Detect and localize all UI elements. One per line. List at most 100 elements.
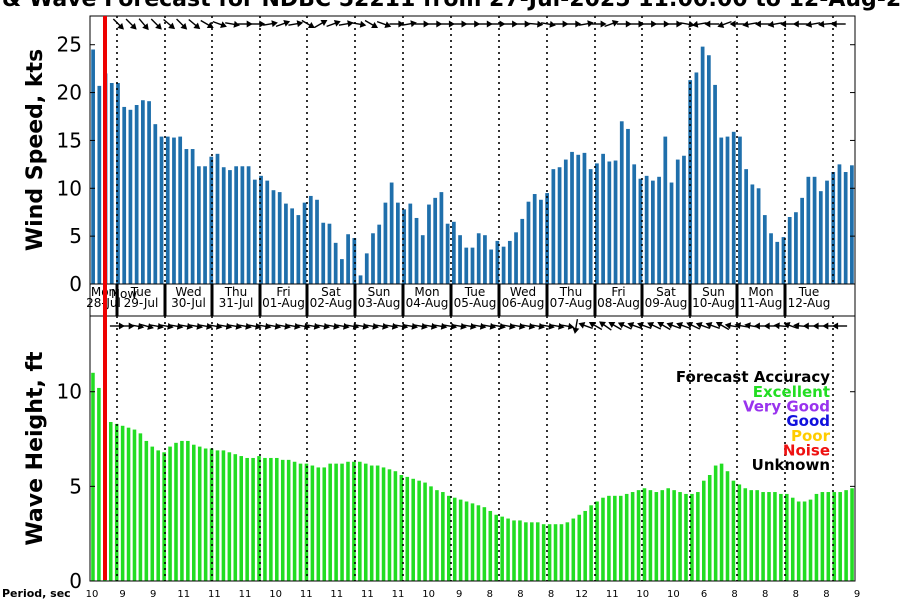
wave-arrow-head bbox=[558, 322, 565, 330]
day-name-label: Tue bbox=[130, 285, 152, 299]
wind-direction-arrow bbox=[830, 20, 846, 28]
wave-bar bbox=[263, 457, 267, 581]
wind-bar bbox=[694, 72, 699, 284]
wave-direction-arrow bbox=[139, 323, 154, 330]
wave-arrow-head bbox=[647, 321, 655, 329]
wave-arrow-head bbox=[724, 322, 732, 330]
period-value: 10 bbox=[636, 589, 649, 600]
period-value: 11 bbox=[330, 589, 343, 600]
wind-direction-arrow bbox=[654, 20, 670, 28]
wave-bar bbox=[120, 425, 125, 581]
wind-direction-arrow bbox=[503, 20, 519, 28]
wind-direction-arrow bbox=[792, 20, 808, 28]
wave-direction-arrow bbox=[578, 322, 593, 330]
wind-direction-arrow bbox=[275, 20, 291, 28]
wave-bar bbox=[328, 463, 332, 581]
wave-panel: 0 5 10 Wave Height, ft bbox=[23, 315, 856, 593]
wave-bar bbox=[363, 463, 368, 581]
wind-bar bbox=[97, 85, 102, 285]
wind-bar bbox=[364, 253, 369, 284]
wind-bar bbox=[259, 175, 263, 284]
wave-bar bbox=[553, 524, 558, 581]
wind-bar bbox=[178, 136, 183, 284]
legend-item-label: Very Good bbox=[743, 398, 830, 416]
wave-arrow-head bbox=[715, 321, 723, 329]
wave-arrow-head bbox=[686, 321, 694, 329]
legend-item-label: Good bbox=[786, 412, 830, 430]
wave-arrow-head bbox=[578, 322, 586, 329]
wind-bar bbox=[445, 223, 450, 284]
wave-arrow-head bbox=[666, 322, 674, 329]
day-date-label: 01-Aug bbox=[262, 296, 305, 310]
wind-bar bbox=[427, 204, 431, 284]
wind-bar bbox=[116, 83, 120, 284]
wave-direction-arrow bbox=[686, 321, 701, 330]
day-date-label: 29-Jul bbox=[124, 296, 159, 310]
wind-arrow-head bbox=[524, 20, 531, 28]
wave-bar bbox=[565, 522, 570, 581]
day-date-label: 11-Aug bbox=[740, 296, 783, 310]
wave-bar bbox=[642, 488, 647, 581]
wind-direction-arrow bbox=[200, 19, 214, 29]
wave-bar bbox=[731, 480, 736, 581]
wave-arrow-head bbox=[793, 322, 800, 330]
wave-direction-arrow bbox=[832, 322, 848, 330]
wave-bar bbox=[280, 459, 285, 581]
wind-direction-arrow bbox=[629, 20, 645, 28]
period-value: 8 bbox=[487, 589, 493, 600]
wind-bar bbox=[172, 137, 176, 284]
wind-arrow-head bbox=[792, 20, 799, 28]
day-date-label: 03-Aug bbox=[358, 296, 401, 310]
wave-bar bbox=[168, 446, 172, 581]
wave-bar bbox=[530, 522, 534, 581]
wind-bar bbox=[165, 136, 170, 284]
wind-bar bbox=[613, 160, 618, 284]
day-name-label: Wed bbox=[175, 285, 201, 299]
wind-arrow-head bbox=[246, 20, 253, 28]
wind-direction-arrow bbox=[604, 20, 619, 28]
wave-arrow-head bbox=[744, 322, 751, 330]
legend-item-label: Poor bbox=[791, 427, 831, 445]
wave-bar bbox=[761, 492, 765, 581]
wave-arrow-head bbox=[430, 322, 438, 330]
wind-bar bbox=[277, 192, 282, 284]
wind-bar bbox=[806, 176, 811, 284]
wind-bar bbox=[557, 167, 562, 284]
wind-direction-arrow bbox=[326, 20, 341, 28]
wind-direction-arrow bbox=[591, 20, 607, 28]
wave-bar bbox=[215, 450, 220, 581]
period-value: 11 bbox=[300, 589, 313, 600]
day-date-label: 30-Jul bbox=[171, 296, 206, 310]
day-date-label: 10-Aug bbox=[692, 296, 735, 310]
wind-arrow-head bbox=[562, 20, 569, 28]
period-value: 12 bbox=[575, 589, 588, 600]
wave-arrow-head bbox=[608, 321, 616, 329]
wind-arrow-head bbox=[625, 20, 632, 28]
wind-bar bbox=[147, 101, 151, 284]
wave-bar bbox=[174, 442, 178, 581]
wind-direction-arrow bbox=[490, 20, 506, 28]
wind-arrow-head bbox=[676, 20, 683, 28]
wind-direction-arrow bbox=[389, 20, 405, 28]
wave-bar bbox=[838, 492, 842, 581]
period-value: 6 bbox=[701, 589, 707, 600]
wind-arrow-head bbox=[830, 20, 837, 28]
wind-arrow-head bbox=[448, 20, 455, 28]
wind-bar bbox=[843, 172, 848, 284]
wind-bar bbox=[383, 202, 388, 284]
wave-bar bbox=[506, 518, 510, 581]
wind-arrow-head bbox=[384, 21, 392, 28]
period-value: 11 bbox=[177, 589, 190, 600]
wave-direction-arrow bbox=[608, 321, 622, 331]
wave-bar bbox=[203, 448, 208, 581]
wave-bar bbox=[180, 440, 184, 581]
wind-direction-arrow bbox=[176, 18, 188, 30]
wind-bar bbox=[190, 149, 195, 284]
day-date-label: 12-Aug bbox=[788, 296, 831, 310]
wave-arrow-head bbox=[313, 322, 321, 330]
wind-bar bbox=[850, 165, 854, 284]
wave-bar bbox=[275, 457, 279, 581]
wave-arrow-head bbox=[695, 322, 703, 329]
wave-arrow-head bbox=[705, 322, 713, 329]
wind-ytick-label: 20 bbox=[57, 81, 82, 105]
